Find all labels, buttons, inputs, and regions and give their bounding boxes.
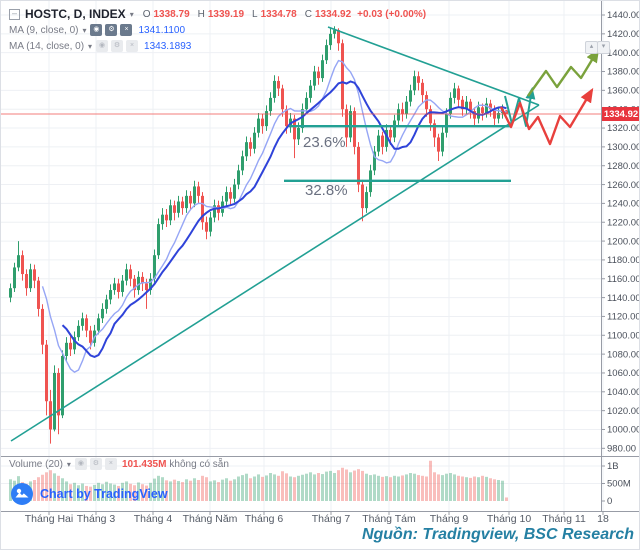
price-tick-label: 1040.00 xyxy=(607,387,640,398)
ma9-label[interactable]: MA (9, close, 0) xyxy=(9,24,79,36)
tradingview-logo xyxy=(11,483,33,505)
price-tick-label: 1060.00 xyxy=(607,368,640,379)
month-label: Tháng Năm xyxy=(182,513,238,525)
settings-gear-icon[interactable]: ⚙ xyxy=(105,24,118,36)
candlestick-series xyxy=(9,26,508,444)
ma14-label[interactable]: MA (14, close, 0) xyxy=(9,40,85,52)
price-tick-label: 1020.00 xyxy=(607,406,640,417)
price-tick-label: 1160.00 xyxy=(607,274,640,285)
symbol-row: – HOSTC, D, INDEX ▾ O 1338.79 H 1339.19 … xyxy=(9,6,426,22)
month-label: Tháng 11 xyxy=(542,513,586,525)
ma9-row: MA (9, close, 0) ▾ ◉ ⚙ × 1341.1100 xyxy=(9,22,426,38)
ma9-value: 1341.1100 xyxy=(138,24,186,36)
ma14-value: 1343.1893 xyxy=(144,40,192,52)
source-caption: Nguồn: Tradingview, BSC Research xyxy=(361,526,634,543)
price-tick-label: 1000.00 xyxy=(607,425,640,436)
low-value: 1334.78 xyxy=(260,8,297,20)
time-scale[interactable]: Tháng Hai Tháng 3 Tháng 4 Tháng Năm Tháng 6 T… xyxy=(1,513,639,529)
month-label: Tháng 10 xyxy=(486,513,532,525)
pane-down-button[interactable]: ▾ xyxy=(597,41,610,54)
volume-tick-label: 500M xyxy=(607,479,631,490)
open-label: O xyxy=(142,8,151,20)
month-label: Tháng Tám xyxy=(362,513,416,525)
close-label: C xyxy=(304,8,312,20)
price-tick-label: 1420.00 xyxy=(607,29,640,40)
price-tick-label: 1100.00 xyxy=(607,330,640,341)
price-tick-label: 1080.00 xyxy=(607,349,640,360)
price-tick-label: 1380.00 xyxy=(607,67,640,78)
price-tick-label: 1280.00 xyxy=(607,161,640,172)
fib-236-label: 23.6% xyxy=(303,134,346,151)
volume-note: không có sẵn xyxy=(169,458,229,470)
volume-value: 101.435M xyxy=(121,458,167,470)
chevron-down-icon: ▾ xyxy=(82,25,87,35)
legend: – HOSTC, D, INDEX ▾ O 1338.79 H 1339.19 … xyxy=(9,6,426,54)
volume-tick-label: 0 xyxy=(607,496,612,507)
price-tick-label: 1140.00 xyxy=(607,293,640,304)
price-tick-label: 1200.00 xyxy=(607,236,640,247)
collapse-legend-icon[interactable]: – xyxy=(9,8,20,20)
fib-328-label: 32.8% xyxy=(305,182,348,199)
price-tick-label: 1300.00 xyxy=(607,142,640,153)
ma9-line xyxy=(41,59,507,373)
visibility-icon[interactable]: ◉ xyxy=(74,458,87,470)
price-tick-label: 1260.00 xyxy=(607,180,640,191)
price-scale[interactable]: 1440.001420.001400.001380.001360.001340.… xyxy=(601,10,640,507)
visibility-icon[interactable]: ◉ xyxy=(90,24,103,36)
month-label: Tháng 9 xyxy=(429,513,469,525)
volume-tick-label: 1B xyxy=(607,461,619,472)
chevron-down-icon: ▾ xyxy=(66,459,71,469)
month-label: Tháng Hai xyxy=(24,513,74,525)
volume-label[interactable]: Volume (20) xyxy=(9,458,63,470)
price-tick-label: 1400.00 xyxy=(607,48,640,59)
symbol-title[interactable]: HOSTC, D, INDEX xyxy=(25,7,126,21)
last-price-badge: 1334.92 xyxy=(602,107,639,121)
month-label: Tháng 6 xyxy=(244,513,284,525)
price-tick-label: 980.00 xyxy=(607,444,636,455)
price-tick-label: 1360.00 xyxy=(607,86,640,97)
price-tick-label: 1320.00 xyxy=(607,123,640,134)
open-value: 1338.79 xyxy=(153,8,190,20)
close-icon[interactable]: × xyxy=(104,458,117,470)
close-value: 1334.92 xyxy=(314,8,352,20)
price-tick-label: 1240.00 xyxy=(607,199,640,210)
high-label: H xyxy=(197,8,205,20)
month-label: Tháng 3 xyxy=(76,513,116,525)
close-icon[interactable]: × xyxy=(126,40,139,52)
settings-gear-icon[interactable]: ⚙ xyxy=(111,40,124,52)
change-value: +0.03 (+0.00%) xyxy=(357,8,427,20)
price-tick-label: 1440.00 xyxy=(607,10,640,21)
price-tick-label: 1180.00 xyxy=(607,255,640,266)
month-label: Tháng 7 xyxy=(311,513,351,525)
price-tick-label: 1220.00 xyxy=(607,217,640,228)
price-tick-label: 1120.00 xyxy=(607,312,640,323)
high-value: 1339.19 xyxy=(207,8,245,20)
ma14-line xyxy=(61,80,507,359)
low-label: L xyxy=(252,8,258,20)
month-label: Tháng 4 xyxy=(133,513,173,525)
close-icon[interactable]: × xyxy=(120,24,133,36)
volume-legend: Volume (20) ▾ ◉ ⚙ × 101.435M không có sẵ… xyxy=(9,458,229,470)
chevron-down-icon: ▾ xyxy=(88,41,93,51)
grid xyxy=(1,1,604,511)
teal-projection-arrow xyxy=(504,87,536,127)
tradingview-attribution[interactable]: Chart by TradingView xyxy=(11,483,168,505)
month-label: 18 xyxy=(597,513,609,525)
visibility-icon[interactable]: ◉ xyxy=(96,40,109,52)
attribution-text: Chart by TradingView xyxy=(40,487,168,501)
bearish-projection-arrow xyxy=(499,87,594,146)
settings-gear-icon[interactable]: ⚙ xyxy=(89,458,102,470)
bullish-projection-arrow xyxy=(527,47,600,97)
drawings[interactable] xyxy=(10,26,600,442)
ma14-row: MA (14, close, 0) ▾ ◉ ⚙ × 1343.1893 xyxy=(9,38,426,54)
chevron-down-icon[interactable]: ▾ xyxy=(129,9,134,19)
